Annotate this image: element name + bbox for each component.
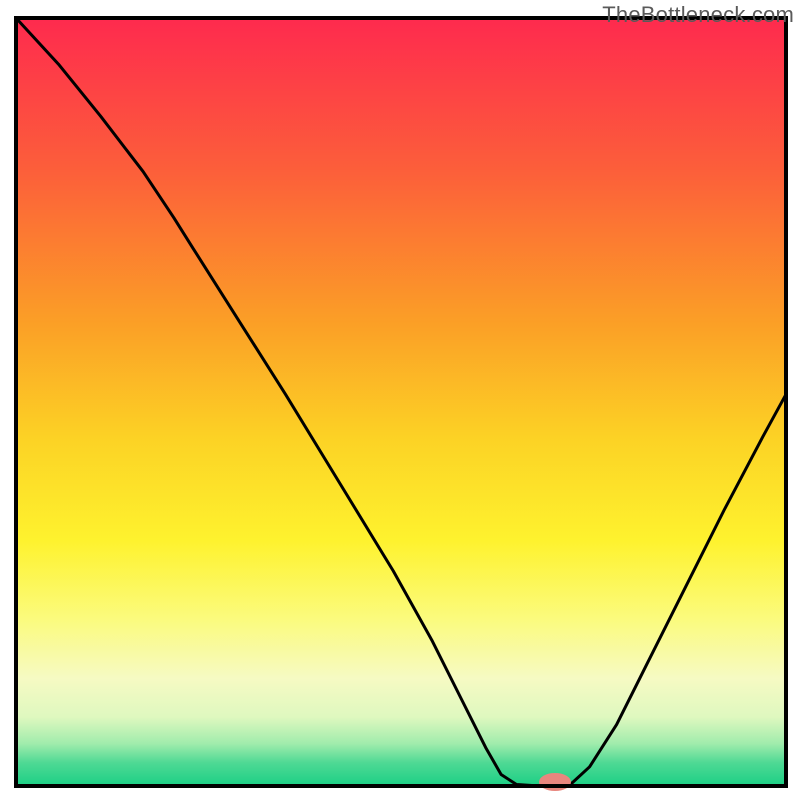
watermark-text: TheBottleneck.com [602,2,794,28]
bottleneck-chart: TheBottleneck.com [0,0,800,800]
chart-svg [0,0,800,800]
optimum-marker [539,773,571,791]
heat-gradient [16,18,786,786]
